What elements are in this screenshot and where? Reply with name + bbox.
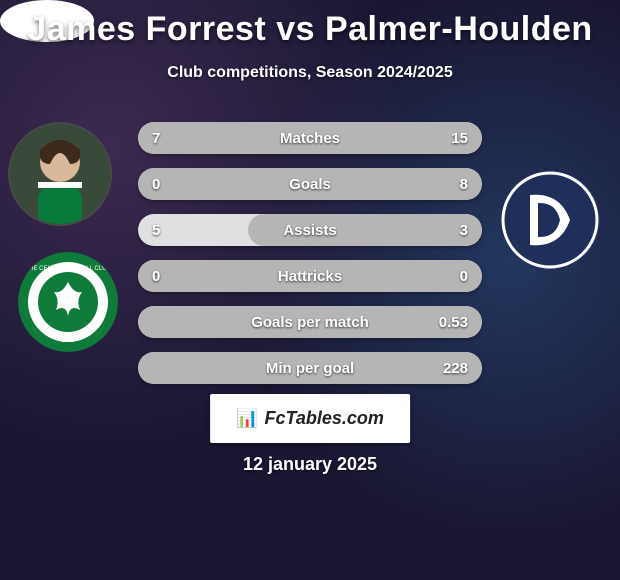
stat-fill-player2 [138,306,482,338]
svg-text:THE CELTIC FOOTBALL CLUB: THE CELTIC FOOTBALL CLUB [25,266,110,272]
stat-fill-player2 [138,168,482,200]
dundee-badge-icon: F C [500,170,600,270]
celtic-badge-icon: THE CELTIC FOOTBALL CLUB 1888 [18,252,118,352]
stat-value-player1: 5 [152,214,160,246]
svg-text:1888: 1888 [61,338,75,344]
watermark[interactable]: 📊 FcTables.com [210,394,410,443]
stat-bars: Matches715 Goals08 Assists53 Hattricks00 Goa… [138,122,482,398]
stat-row: Goals per match0.53 [138,306,482,338]
stat-fill-player2 [248,214,482,246]
watermark-text: FcTables.com [265,408,384,429]
stat-row: Goals08 [138,168,482,200]
svg-text:F: F [544,203,553,219]
stat-row: Hattricks00 [138,260,482,292]
comparison-card: James Forrest vs Palmer-Houlden Club com… [0,0,620,580]
chart-icon: 📊 [236,408,258,429]
stat-fill-player2 [138,352,482,384]
date-text: 12 january 2025 [0,454,620,475]
player1-avatar [8,122,112,226]
stat-row: Assists53 [138,214,482,246]
svg-text:C: C [544,219,554,235]
subtitle: Club competitions, Season 2024/2025 [0,64,620,82]
stat-fill-player2 [138,260,482,292]
player2-club-badge: F C [500,170,600,270]
player1-club-badge: THE CELTIC FOOTBALL CLUB 1888 [18,252,118,352]
stat-row: Matches715 [138,122,482,154]
stat-row: Min per goal228 [138,352,482,384]
avatar-placeholder-icon [10,124,110,224]
stat-fill-player2 [138,122,482,154]
page-title: James Forrest vs Palmer-Houlden [0,10,620,49]
